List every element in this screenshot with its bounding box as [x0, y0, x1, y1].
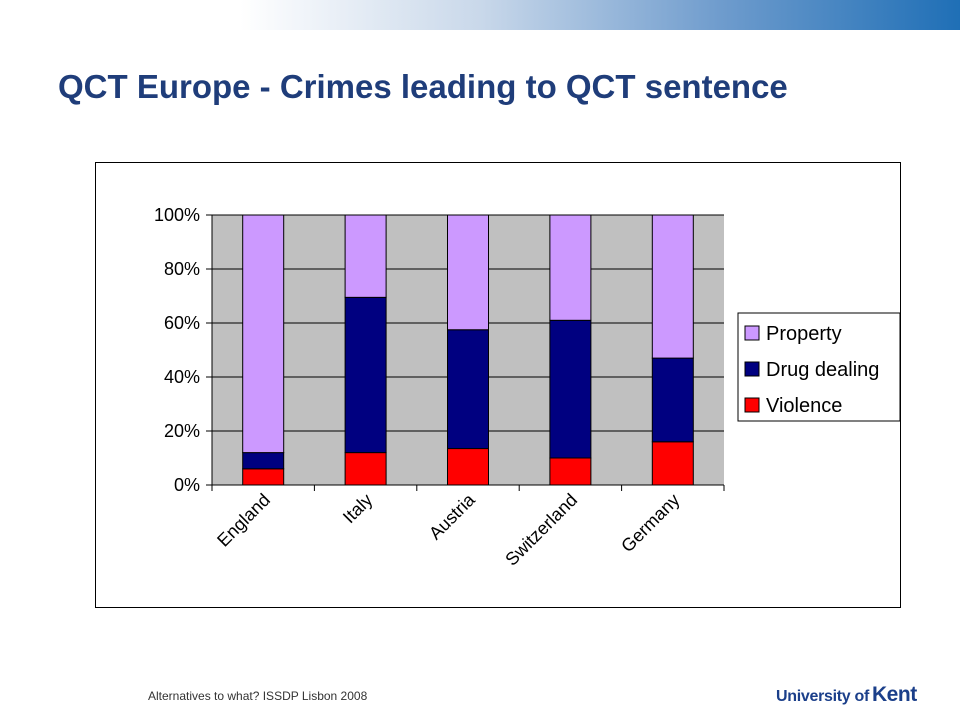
y-tick-label: 0% — [174, 475, 200, 495]
slide-title: QCT Europe - Crimes leading to QCT sente… — [58, 68, 788, 105]
university-logo: University of Kent — [776, 683, 917, 707]
x-tick-label: Switzerland — [501, 490, 581, 570]
bar-segment-drug-dealing — [344, 296, 387, 454]
legend-label: Violence — [766, 395, 842, 417]
bar-segment-violence — [242, 468, 285, 486]
bar-segment-drug-dealing — [242, 452, 285, 470]
bar-segment-property — [344, 214, 387, 298]
legend-swatch — [744, 361, 760, 377]
bar-segment-violence — [344, 452, 387, 486]
bar-segment-property — [549, 214, 592, 321]
bar-segment-violence — [651, 441, 694, 486]
legend-label: Drug dealing — [766, 359, 879, 381]
logo-text-university: University of — [776, 688, 870, 705]
chart-frame: 0% 20% 40% 60% 80% 100% England Italy Austria Sw… — [95, 162, 901, 608]
y-tick-label: 60% — [164, 313, 200, 333]
y-tick-label: 20% — [164, 421, 200, 441]
bar-segment-violence — [549, 457, 592, 486]
legend-label: Property — [766, 323, 842, 345]
bar-segment-drug-dealing — [651, 357, 694, 443]
bar-segment-violence — [447, 448, 489, 486]
logo-text-kent: Kent — [872, 683, 917, 706]
x-tick-label: England — [213, 490, 274, 551]
x-axis: England Italy Austria Switzerland Germany — [211, 485, 725, 570]
bar-segment-property — [242, 214, 285, 454]
legend: Property Drug dealing Violence — [737, 312, 901, 422]
legend-swatch — [744, 397, 760, 413]
stacked-bar-chart: 0% 20% 40% 60% 80% 100% England Italy Austria Sw… — [154, 205, 901, 570]
footer-text: Alternatives to what? ISSDP Lisbon 2008 — [148, 689, 368, 703]
bars — [242, 214, 694, 486]
bar-segment-property — [651, 214, 694, 359]
legend-swatch — [744, 325, 760, 341]
y-tick-label: 100% — [154, 205, 200, 225]
header-gradient-band — [0, 0, 960, 30]
bar-segment-drug-dealing — [549, 319, 592, 459]
bar-segment-drug-dealing — [447, 329, 489, 450]
bar-segment-property — [447, 214, 489, 331]
x-tick-label: Germany — [617, 490, 683, 556]
legend-box — [737, 312, 901, 422]
y-tick-label: 40% — [164, 367, 200, 387]
y-tick-label: 80% — [164, 259, 200, 279]
x-tick-label: Austria — [425, 489, 479, 543]
y-axis: 0% 20% 40% 60% 80% 100% — [154, 205, 212, 495]
x-tick-label: Italy — [339, 490, 376, 527]
